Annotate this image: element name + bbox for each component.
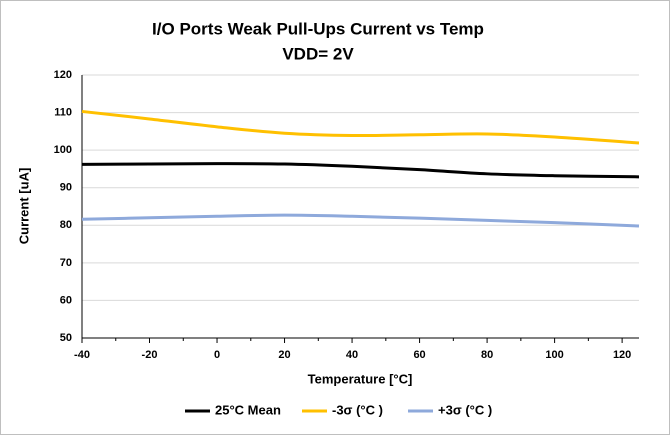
x-tick-label: -20 bbox=[142, 349, 158, 361]
x-tick-label: 100 bbox=[545, 349, 563, 361]
x-tick-label: 40 bbox=[346, 349, 358, 361]
x-tick-label: 0 bbox=[214, 349, 220, 361]
x-tick-label: 120 bbox=[613, 349, 631, 361]
x-tick-label: 80 bbox=[481, 349, 493, 361]
chart-title: I/O Ports Weak Pull-Ups Current vs Temp bbox=[152, 19, 484, 38]
x-tick-label: 20 bbox=[278, 349, 290, 361]
y-tick-label: 50 bbox=[60, 332, 72, 344]
chart-subtitle: VDD= 2V bbox=[282, 44, 354, 63]
series-line bbox=[81, 109, 640, 145]
y-axis-title: Current [uA] bbox=[16, 168, 31, 245]
series-line bbox=[81, 213, 640, 228]
x-tick-label: -40 bbox=[74, 349, 90, 361]
y-tick-label: 60 bbox=[60, 294, 72, 306]
series-line bbox=[81, 162, 640, 179]
y-tick-label: 80 bbox=[60, 219, 72, 231]
y-tick-label: 90 bbox=[60, 182, 72, 194]
y-tick-label: 100 bbox=[54, 144, 72, 156]
y-tick-label: 70 bbox=[60, 257, 72, 269]
legend-label: -3σ (°C ) bbox=[332, 402, 383, 417]
legend-label: +3σ (°C ) bbox=[438, 402, 492, 417]
y-tick-label: 120 bbox=[54, 69, 72, 81]
x-axis-title: Temperature [°C] bbox=[308, 371, 413, 386]
legend-label: 25°C Mean bbox=[215, 402, 281, 417]
x-tick-label: 60 bbox=[413, 349, 425, 361]
y-tick-label: 110 bbox=[54, 106, 72, 118]
